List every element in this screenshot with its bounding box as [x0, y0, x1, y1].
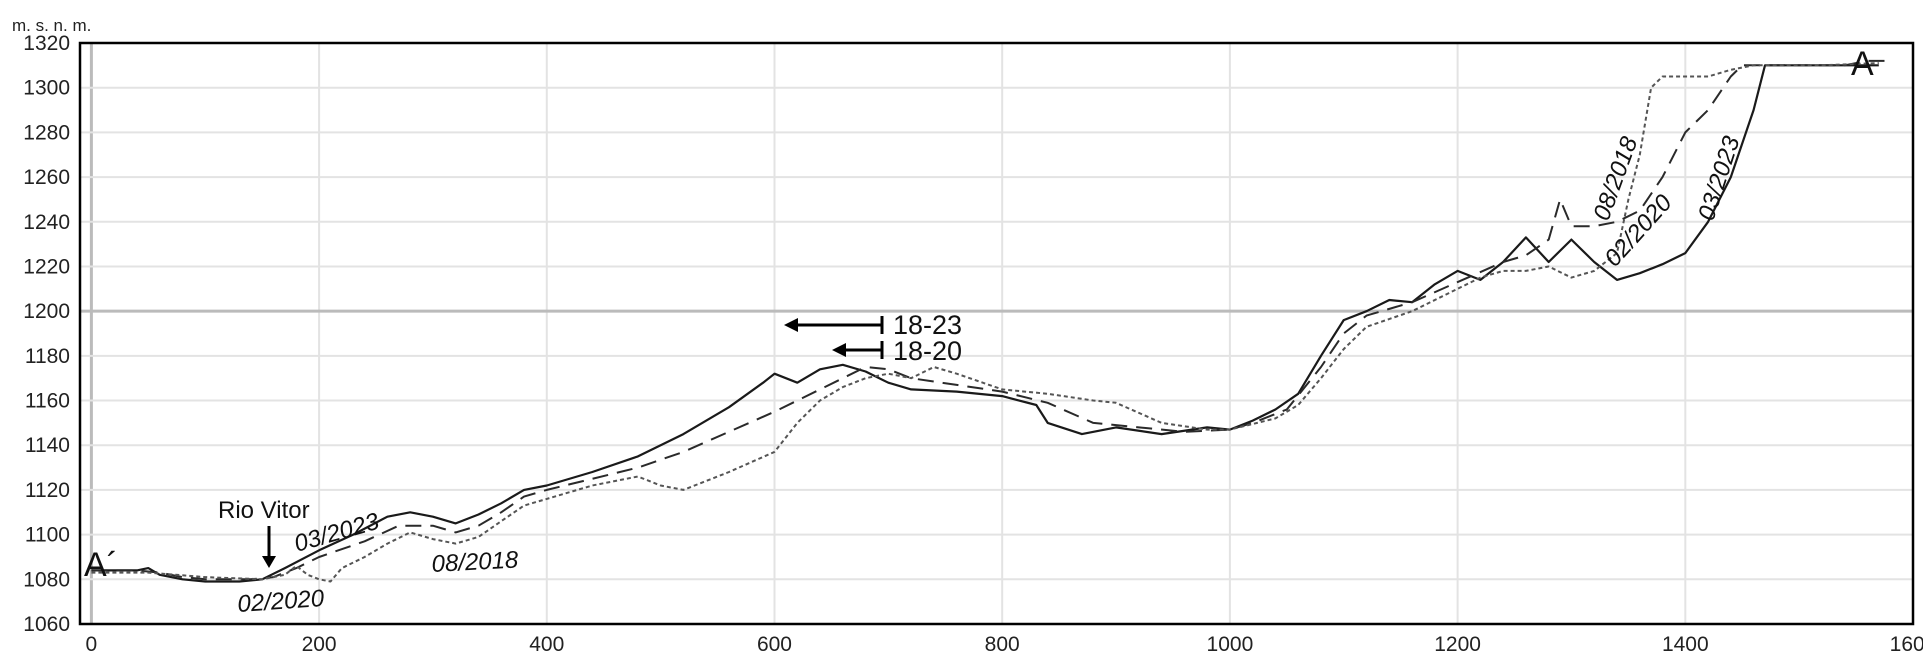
point-a-label: A: [1851, 45, 1874, 83]
arrow-18-23-head: [784, 318, 798, 332]
series-label-02-2020-left: 02/2020: [237, 585, 326, 618]
y-tick-label: 1280: [23, 121, 70, 144]
y-tick-label: 1060: [23, 613, 70, 636]
x-tick-label: 0: [86, 633, 98, 656]
series-label-08-2018-right: 08/2018: [1588, 133, 1643, 224]
x-tick-label: 1000: [1207, 633, 1254, 656]
series-line-02-2020: [91, 59, 1885, 581]
plot-frame: [78, 41, 1915, 626]
point-a-prime-label: A´: [84, 546, 118, 584]
x-tick-label: 200: [302, 633, 337, 656]
x-tick-label: 1600: [1890, 633, 1923, 656]
y-axis-unit: m. s. n. m.: [12, 16, 91, 35]
series-label-03-2023-right: 03/2023: [1693, 132, 1746, 223]
series-group: [91, 59, 1885, 583]
y-tick-label: 1160: [25, 390, 70, 413]
x-tick-label: 1200: [1434, 633, 1481, 656]
y-tick-label: 1100: [25, 524, 70, 547]
y-tick-label: 1300: [23, 77, 70, 100]
y-tick-label: 1260: [23, 166, 70, 189]
y-tick-label: 1200: [23, 300, 70, 323]
arrow-18-20-head: [832, 343, 846, 357]
x-tick-labels: 0 200 400 600 800 1000 1200 1400 1600: [86, 633, 1923, 656]
series-label-08-2018-left: 08/2018: [431, 546, 520, 578]
arrow-18-23-label: 18-23: [893, 310, 962, 340]
y-tick-label: 1140: [25, 434, 70, 457]
series-line-08-2018: [91, 62, 1879, 583]
river-label: Rio Vitor: [218, 497, 310, 524]
y-tick-label: 1240: [23, 211, 70, 234]
x-tick-label: 400: [529, 633, 564, 656]
x-tick-label: 600: [757, 633, 792, 656]
x-tick-label: 1400: [1662, 633, 1709, 656]
river-arrow-head: [262, 556, 276, 568]
arrow-18-20-label: 18-20: [893, 336, 962, 366]
y-tick-label: 1320: [23, 32, 70, 55]
y-tick-labels: 1060 1080 1100 1120 1140 1160 1180 1200 1220 1240…: [23, 32, 70, 636]
y-tick-label: 1220: [23, 255, 70, 278]
x-tick-label: 800: [985, 633, 1020, 656]
y-tick-label: 1180: [25, 345, 70, 368]
series-line-03-2023: [91, 64, 1879, 583]
y-tick-label: 1080: [23, 568, 70, 591]
y-tick-label: 1120: [25, 479, 70, 502]
